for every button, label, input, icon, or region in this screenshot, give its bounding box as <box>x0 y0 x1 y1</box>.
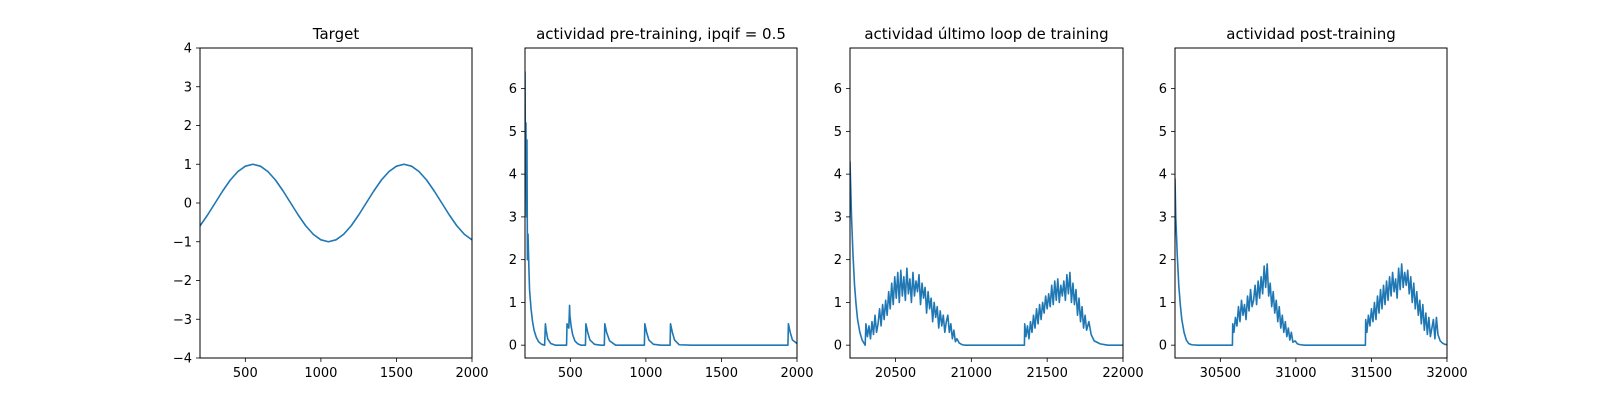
y-tick-label: 4 <box>1159 168 1167 183</box>
y-tick-label: −1 <box>173 235 192 250</box>
chart-title: actividad pre-training, ipqif = 0.5 <box>536 25 786 43</box>
y-tick-label: 4 <box>834 168 842 183</box>
x-tick-label: 2000 <box>455 366 488 381</box>
y-tick-label: −4 <box>173 352 192 367</box>
x-tick-label: 1500 <box>380 366 413 381</box>
x-tick-label: 31500 <box>1351 366 1392 381</box>
y-tick-label: 3 <box>834 210 842 225</box>
series-line-1 <box>525 71 797 346</box>
y-tick-label: 0 <box>834 339 842 354</box>
y-tick-label: 3 <box>509 210 517 225</box>
y-tick-label: 3 <box>184 80 192 95</box>
y-tick-label: 2 <box>184 119 192 134</box>
chart-title: actividad post-training <box>1226 25 1395 43</box>
y-tick-label: 6 <box>509 82 517 97</box>
x-tick-label: 32000 <box>1426 366 1467 381</box>
y-tick-label: 1 <box>509 296 517 311</box>
y-tick-label: 6 <box>834 82 842 97</box>
axes-frame <box>524 47 798 359</box>
x-tick-label: 1000 <box>629 366 662 381</box>
y-tick-label: 3 <box>1159 210 1167 225</box>
x-tick-label: 2000 <box>780 366 813 381</box>
y-tick-label: 1 <box>834 296 842 311</box>
x-tick-label: 31000 <box>1275 366 1316 381</box>
series-line-1 <box>200 163 472 243</box>
y-tick-label: 4 <box>184 42 192 57</box>
x-tick-label: 22000 <box>1102 366 1143 381</box>
y-tick-label: 4 <box>509 168 517 183</box>
y-tick-label: 2 <box>509 253 517 268</box>
y-tick-label: −3 <box>173 313 192 328</box>
y-tick-label: 2 <box>834 253 842 268</box>
x-tick-label: 21000 <box>951 366 992 381</box>
series-line-1 <box>1175 178 1447 346</box>
x-tick-label: 500 <box>233 366 258 381</box>
x-tick-label: 20500 <box>875 366 916 381</box>
x-tick-label: 30500 <box>1200 366 1241 381</box>
series-line-1 <box>850 161 1123 346</box>
axes-frame <box>849 47 1124 359</box>
y-tick-label: −2 <box>173 274 192 289</box>
y-tick-label: 1 <box>1159 296 1167 311</box>
x-tick-label: 21500 <box>1026 366 1067 381</box>
axes-frame <box>199 47 473 359</box>
y-tick-label: 0 <box>184 197 192 212</box>
y-tick-label: 5 <box>509 125 517 140</box>
y-tick-label: 5 <box>834 125 842 140</box>
y-tick-label: 5 <box>1159 125 1167 140</box>
chart-title: Target <box>312 25 360 43</box>
x-tick-label: 1000 <box>304 366 337 381</box>
y-tick-label: 2 <box>1159 253 1167 268</box>
y-tick-label: 6 <box>1159 82 1167 97</box>
y-tick-label: 0 <box>1159 339 1167 354</box>
x-tick-label: 1500 <box>705 366 738 381</box>
chart-title: actividad último loop de training <box>864 25 1108 43</box>
y-tick-label: 0 <box>509 339 517 354</box>
x-tick-label: 500 <box>558 366 583 381</box>
chart-panel-1: Target 500 1000 1500 2000 −4 −3 −2 −1 0 1 2 3 4 <box>173 25 489 381</box>
axes-frame <box>1174 47 1448 359</box>
y-tick-label: 1 <box>184 158 192 173</box>
